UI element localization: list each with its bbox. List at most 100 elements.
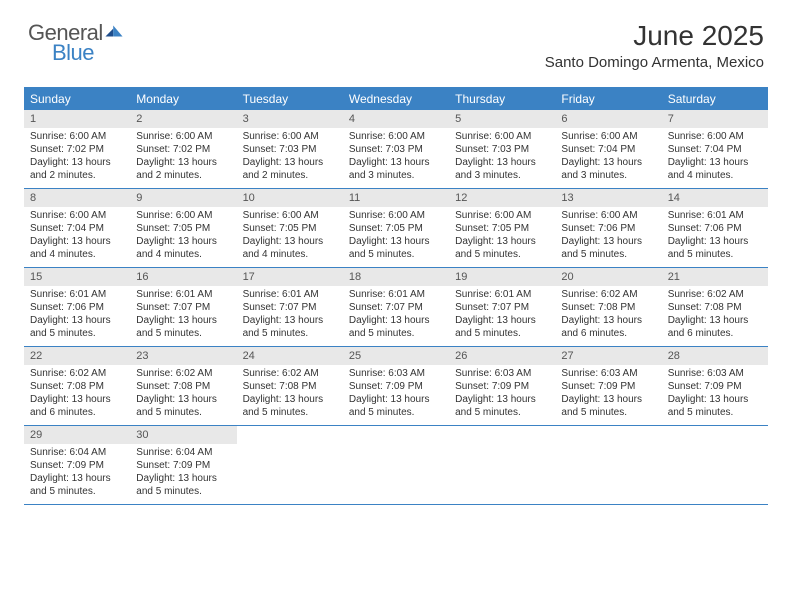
sunset-text: Sunset: 7:02 PM (136, 143, 230, 156)
sunrise-text: Sunrise: 6:01 AM (349, 288, 443, 301)
month-title: June 2025 (545, 20, 764, 52)
day-cell: 8 Sunrise: 6:00 AMSunset: 7:04 PMDaylight… (24, 189, 130, 267)
daylight-text: Daylight: 13 hours and 5 minutes. (349, 393, 443, 419)
sunrise-text: Sunrise: 6:00 AM (349, 209, 443, 222)
daylight-text: Daylight: 13 hours and 5 minutes. (561, 235, 655, 261)
day-number: 23 (130, 347, 236, 365)
day-cell: 18Sunrise: 6:01 AMSunset: 7:07 PMDayligh… (343, 268, 449, 346)
sunset-text: Sunset: 7:08 PM (243, 380, 337, 393)
sunset-text: Sunset: 7:09 PM (349, 380, 443, 393)
day-cell: 2Sunrise: 6:00 AMSunset: 7:02 PMDaylight… (130, 110, 236, 188)
day-cell: 9Sunrise: 6:00 AMSunset: 7:05 PMDaylight… (130, 189, 236, 267)
sunset-text: Sunset: 7:06 PM (561, 222, 655, 235)
sunset-text: Sunset: 7:06 PM (30, 301, 124, 314)
day-cell: 20Sunrise: 6:02 AMSunset: 7:08 PMDayligh… (555, 268, 661, 346)
sunrise-text: Sunrise: 6:04 AM (30, 446, 124, 459)
sunset-text: Sunset: 7:09 PM (30, 459, 124, 472)
day-cell: 4Sunrise: 6:00 AMSunset: 7:03 PMDaylight… (343, 110, 449, 188)
day-number: 12 (449, 189, 555, 207)
day-number: 8 (24, 189, 130, 207)
day-info: Sunrise: 6:02 AMSunset: 7:08 PMDaylight:… (237, 367, 343, 419)
day-number: 19 (449, 268, 555, 286)
daylight-text: Daylight: 13 hours and 5 minutes. (455, 393, 549, 419)
daylight-text: Daylight: 13 hours and 6 minutes. (30, 393, 124, 419)
day-info: Sunrise: 6:00 AMSunset: 7:04 PMDaylight:… (662, 130, 768, 182)
day-cell: 29Sunrise: 6:04 AMSunset: 7:09 PMDayligh… (24, 426, 130, 504)
sunset-text: Sunset: 7:03 PM (455, 143, 549, 156)
daylight-text: Daylight: 13 hours and 3 minutes. (349, 156, 443, 182)
sunrise-text: Sunrise: 6:01 AM (668, 209, 762, 222)
day-info: Sunrise: 6:02 AMSunset: 7:08 PMDaylight:… (24, 367, 130, 419)
sunrise-text: Sunrise: 6:00 AM (455, 130, 549, 143)
daylight-text: Daylight: 13 hours and 5 minutes. (136, 393, 230, 419)
daylight-text: Daylight: 13 hours and 5 minutes. (243, 393, 337, 419)
weeks-container: 1Sunrise: 6:00 AMSunset: 7:02 PMDaylight… (24, 110, 768, 505)
day-info: Sunrise: 6:03 AMSunset: 7:09 PMDaylight:… (449, 367, 555, 419)
day-number: 30 (130, 426, 236, 444)
daylight-text: Daylight: 13 hours and 5 minutes. (30, 472, 124, 498)
day-header: Wednesday (343, 88, 449, 110)
sunset-text: Sunset: 7:05 PM (349, 222, 443, 235)
day-number: 5 (449, 110, 555, 128)
day-number: 3 (237, 110, 343, 128)
daylight-text: Daylight: 13 hours and 4 minutes. (30, 235, 124, 261)
sunset-text: Sunset: 7:05 PM (455, 222, 549, 235)
daylight-text: Daylight: 13 hours and 5 minutes. (561, 393, 655, 419)
sunrise-text: Sunrise: 6:03 AM (349, 367, 443, 380)
day-cell: 11Sunrise: 6:00 AMSunset: 7:05 PMDayligh… (343, 189, 449, 267)
day-number: 2 (130, 110, 236, 128)
day-cell: 12Sunrise: 6:00 AMSunset: 7:05 PMDayligh… (449, 189, 555, 267)
day-header: Thursday (449, 88, 555, 110)
sunset-text: Sunset: 7:03 PM (349, 143, 443, 156)
sunrise-text: Sunrise: 6:00 AM (349, 130, 443, 143)
day-info: Sunrise: 6:02 AMSunset: 7:08 PMDaylight:… (662, 288, 768, 340)
day-header: Sunday (24, 88, 130, 110)
day-info: Sunrise: 6:01 AMSunset: 7:07 PMDaylight:… (130, 288, 236, 340)
logo-icon (104, 24, 124, 43)
day-cell: 30 Sunrise: 6:04 AMSunset: 7:09 PMDayligh… (130, 426, 236, 504)
day-info: Sunrise: 6:00 AMSunset: 7:03 PMDaylight:… (237, 130, 343, 182)
day-cell: 17Sunrise: 6:01 AMSunset: 7:07 PMDayligh… (237, 268, 343, 346)
day-cell: 21 Sunrise: 6:02 AMSunset: 7:08 PMDayligh… (662, 268, 768, 346)
sunset-text: Sunset: 7:02 PM (30, 143, 124, 156)
day-info: Sunrise: 6:00 AMSunset: 7:06 PMDaylight:… (555, 209, 661, 261)
logo: GeneralBlue (28, 20, 124, 66)
day-number: 15 (24, 268, 130, 286)
day-number: 28 (662, 347, 768, 365)
daylight-text: Daylight: 13 hours and 5 minutes. (668, 393, 762, 419)
day-info: Sunrise: 6:01 AMSunset: 7:06 PMDaylight:… (24, 288, 130, 340)
sunrise-text: Sunrise: 6:00 AM (561, 130, 655, 143)
day-cell: 27Sunrise: 6:03 AMSunset: 7:09 PMDayligh… (555, 347, 661, 425)
day-cell: 22Sunrise: 6:02 AMSunset: 7:08 PMDayligh… (24, 347, 130, 425)
day-number: 21 (662, 268, 768, 286)
day-info: Sunrise: 6:04 AMSunset: 7:09 PMDaylight:… (130, 446, 236, 498)
day-info: Sunrise: 6:02 AMSunset: 7:08 PMDaylight:… (555, 288, 661, 340)
day-info: Sunrise: 6:01 AMSunset: 7:07 PMDaylight:… (343, 288, 449, 340)
day-cell: 6Sunrise: 6:00 AMSunset: 7:04 PMDaylight… (555, 110, 661, 188)
day-info: Sunrise: 6:00 AMSunset: 7:03 PMDaylight:… (449, 130, 555, 182)
day-number: 27 (555, 347, 661, 365)
sunrise-text: Sunrise: 6:00 AM (30, 130, 124, 143)
sunrise-text: Sunrise: 6:02 AM (243, 367, 337, 380)
week-row: 8 Sunrise: 6:00 AMSunset: 7:04 PMDaylight… (24, 189, 768, 268)
day-cell: 14Sunrise: 6:01 AMSunset: 7:06 PMDayligh… (662, 189, 768, 267)
day-cell: 10Sunrise: 6:00 AMSunset: 7:05 PMDayligh… (237, 189, 343, 267)
daylight-text: Daylight: 13 hours and 5 minutes. (243, 314, 337, 340)
day-info: Sunrise: 6:01 AMSunset: 7:07 PMDaylight:… (449, 288, 555, 340)
daylight-text: Daylight: 13 hours and 5 minutes. (136, 472, 230, 498)
day-number: 25 (343, 347, 449, 365)
day-info: Sunrise: 6:04 AMSunset: 7:09 PMDaylight:… (24, 446, 130, 498)
day-info: Sunrise: 6:00 AMSunset: 7:05 PMDaylight:… (343, 209, 449, 261)
day-cell (662, 426, 768, 504)
day-number: 13 (555, 189, 661, 207)
daylight-text: Daylight: 13 hours and 2 minutes. (243, 156, 337, 182)
day-info: Sunrise: 6:00 AMSunset: 7:02 PMDaylight:… (24, 130, 130, 182)
sunrise-text: Sunrise: 6:00 AM (136, 130, 230, 143)
sunset-text: Sunset: 7:04 PM (561, 143, 655, 156)
day-info: Sunrise: 6:00 AMSunset: 7:04 PMDaylight:… (24, 209, 130, 261)
daylight-text: Daylight: 13 hours and 3 minutes. (561, 156, 655, 182)
daylight-text: Daylight: 13 hours and 5 minutes. (136, 314, 230, 340)
day-cell: 26Sunrise: 6:03 AMSunset: 7:09 PMDayligh… (449, 347, 555, 425)
sunset-text: Sunset: 7:07 PM (243, 301, 337, 314)
sunrise-text: Sunrise: 6:01 AM (136, 288, 230, 301)
